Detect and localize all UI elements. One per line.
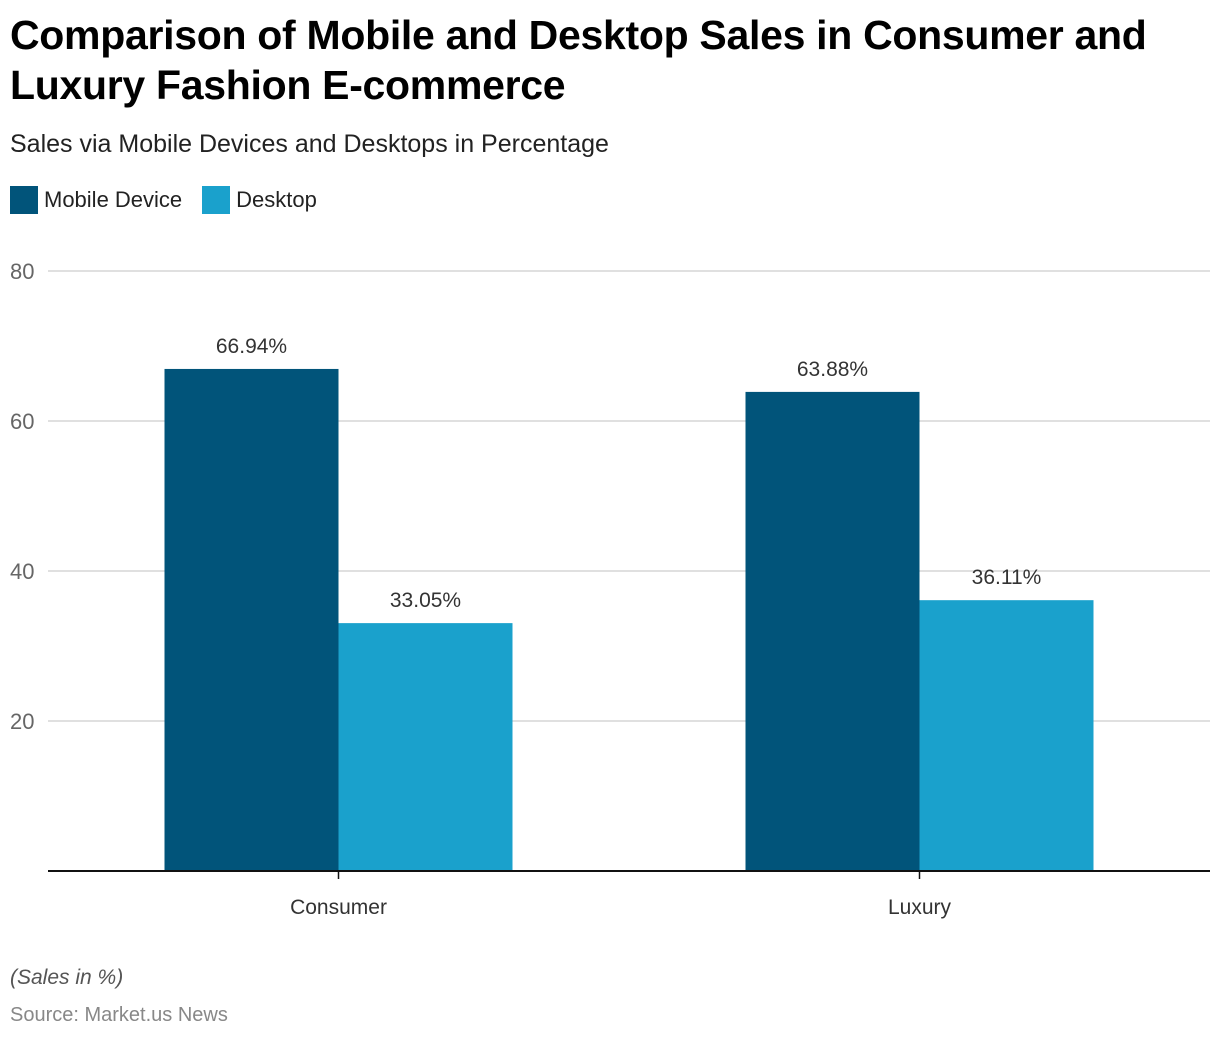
- bar-mobile-device-consumer: [164, 368, 339, 871]
- data-label: 33.05%: [390, 589, 461, 612]
- bar-desktop-luxury: [919, 600, 1094, 871]
- x-tick-label: Consumer: [290, 896, 387, 919]
- x-tick-label: Luxury: [888, 896, 952, 919]
- chart-subtitle: Sales via Mobile Devices and Desktops in…: [10, 130, 609, 158]
- y-tick-label: 20: [10, 709, 34, 734]
- legend-label-desktop: Desktop: [236, 187, 317, 212]
- legend-swatch-desktop: [202, 186, 231, 214]
- bar-desktop-consumer: [338, 623, 513, 871]
- data-label: 63.88%: [797, 358, 868, 381]
- bar-mobile-device-luxury: [745, 391, 920, 871]
- y-tick-label: 40: [10, 559, 34, 584]
- legend-item-mobile[interactable]: Mobile Device: [10, 186, 182, 214]
- legend-swatch-mobile: [10, 186, 38, 214]
- y-tick-label: 60: [10, 409, 34, 434]
- source-note: Source: Market.us News: [10, 1004, 228, 1026]
- y-tick-label: 80: [10, 259, 34, 284]
- footnote: (Sales in %): [10, 966, 124, 989]
- data-label: 36.11%: [972, 566, 1042, 589]
- chart-title: Comparison of Mobile and Desktop Sales i…: [10, 12, 1147, 108]
- legend-label-mobile: Mobile Device: [44, 187, 183, 212]
- data-label: 66.94%: [216, 335, 287, 358]
- legend-item-desktop[interactable]: Desktop: [202, 186, 317, 214]
- legend: Mobile Device Desktop: [10, 186, 337, 214]
